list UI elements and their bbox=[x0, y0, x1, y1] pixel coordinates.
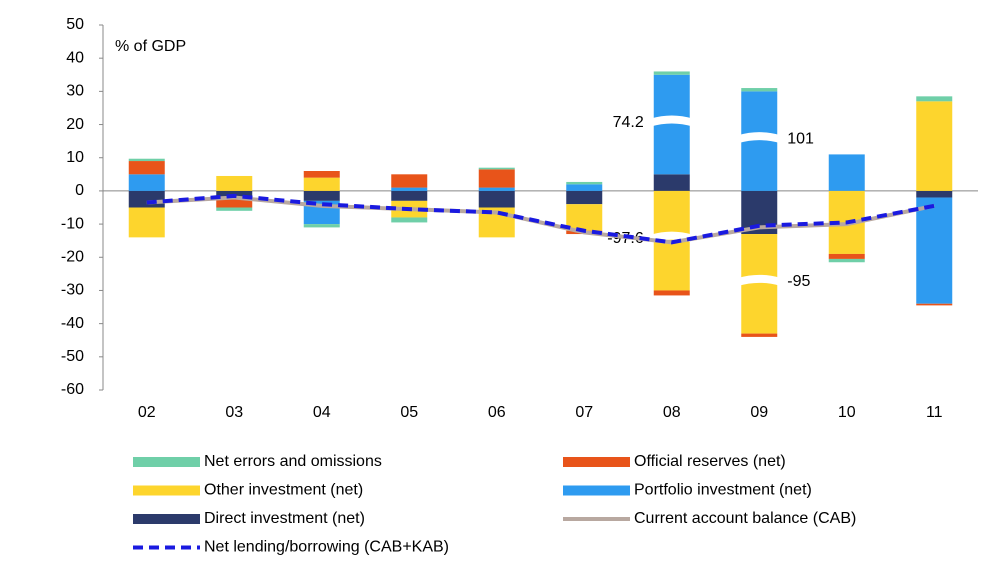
y-tick-label: -40 bbox=[61, 315, 84, 332]
axis-break bbox=[650, 115, 693, 127]
data-label: -95 bbox=[787, 273, 810, 290]
bar-segment bbox=[916, 96, 953, 102]
legend-swatch bbox=[563, 457, 630, 467]
bar-segment bbox=[391, 187, 428, 191]
annotation: % of GDP bbox=[115, 38, 186, 55]
y-tick-label: -30 bbox=[61, 282, 84, 299]
bar-segment bbox=[478, 187, 515, 191]
legend-swatch bbox=[133, 457, 200, 467]
bar-segment bbox=[128, 161, 165, 175]
legend-label: Portfolio investment (net) bbox=[634, 482, 812, 499]
y-tick-label: 0 bbox=[75, 182, 84, 199]
line-series bbox=[146, 195, 935, 245]
bar-segment bbox=[391, 217, 428, 223]
legend-swatch bbox=[133, 514, 200, 524]
bar-segment bbox=[741, 88, 778, 92]
legend-label: Other investment (net) bbox=[204, 482, 363, 499]
bar-segment bbox=[303, 190, 340, 201]
bar-segment bbox=[216, 175, 253, 191]
bar-segment bbox=[566, 184, 603, 191]
bar-segment bbox=[478, 167, 515, 170]
bar-segment bbox=[741, 91, 778, 191]
bar-segment bbox=[828, 154, 865, 191]
bar-segment bbox=[128, 174, 165, 191]
y-tick-label: -60 bbox=[61, 381, 84, 398]
bar-segment bbox=[303, 171, 340, 178]
y-tick-label: 10 bbox=[66, 149, 84, 166]
legend-swatch bbox=[133, 485, 200, 496]
y-tick-label: -50 bbox=[61, 348, 84, 365]
y-tick-label: 40 bbox=[66, 49, 84, 66]
legend-label: Official reserves (net) bbox=[634, 453, 786, 470]
bar-segment bbox=[741, 234, 778, 334]
legend-label: Direct investment (net) bbox=[204, 510, 365, 527]
x-tick-label: 10 bbox=[838, 404, 856, 421]
bar-segment bbox=[216, 197, 253, 208]
bar-segment bbox=[828, 253, 865, 259]
bar-segment bbox=[128, 207, 165, 238]
x-tick-label: 06 bbox=[488, 404, 506, 421]
bar-segment bbox=[391, 190, 428, 201]
bar-segment bbox=[916, 303, 953, 306]
bar-segment bbox=[916, 101, 953, 191]
bar-segment bbox=[653, 290, 690, 296]
legend-label: Net errors and omissions bbox=[204, 453, 382, 470]
bar-segment bbox=[391, 174, 428, 188]
x-tick-label: 04 bbox=[313, 404, 331, 421]
data-label: 101 bbox=[787, 130, 814, 147]
legend-label: Net lending/borrowing (CAB+KAB) bbox=[204, 539, 449, 556]
bar-segment bbox=[741, 333, 778, 337]
bar-segment bbox=[216, 207, 253, 211]
bar-segment bbox=[653, 71, 690, 75]
axis-break bbox=[738, 274, 781, 286]
bar-segment bbox=[566, 190, 603, 205]
line-series bbox=[146, 193, 935, 245]
bar-segment bbox=[303, 224, 340, 228]
x-tick-label: 08 bbox=[663, 404, 681, 421]
x-tick-label: 05 bbox=[400, 404, 418, 421]
x-tick-label: 07 bbox=[575, 404, 593, 421]
x-tick-label: 11 bbox=[926, 404, 943, 421]
bar-segment bbox=[478, 169, 515, 188]
bar-segment bbox=[653, 74, 690, 175]
bar-segment bbox=[128, 190, 165, 208]
legend-label: Current account balance (CAB) bbox=[634, 510, 856, 527]
y-tick-label: -10 bbox=[61, 215, 84, 232]
y-tick-label: 20 bbox=[66, 116, 84, 133]
bar-segment bbox=[566, 181, 603, 185]
bar-segment bbox=[478, 190, 515, 208]
y-tick-label: 30 bbox=[66, 83, 84, 100]
bar-segment bbox=[916, 190, 953, 198]
x-tick-label: 03 bbox=[225, 404, 243, 421]
bar-segment bbox=[128, 158, 165, 162]
y-tick-label: -20 bbox=[61, 248, 84, 265]
x-tick-label: 09 bbox=[750, 404, 768, 421]
bar-segment bbox=[566, 204, 603, 231]
axis-break bbox=[738, 132, 781, 144]
data-label: 74.2 bbox=[613, 114, 644, 131]
legend-swatch bbox=[563, 485, 630, 496]
bar-segment bbox=[916, 197, 953, 304]
y-tick-label: 50 bbox=[66, 16, 84, 33]
bar-segment bbox=[303, 177, 340, 191]
bar-segment bbox=[653, 174, 690, 191]
bar-segment bbox=[828, 258, 865, 263]
x-tick-label: 02 bbox=[138, 404, 156, 421]
